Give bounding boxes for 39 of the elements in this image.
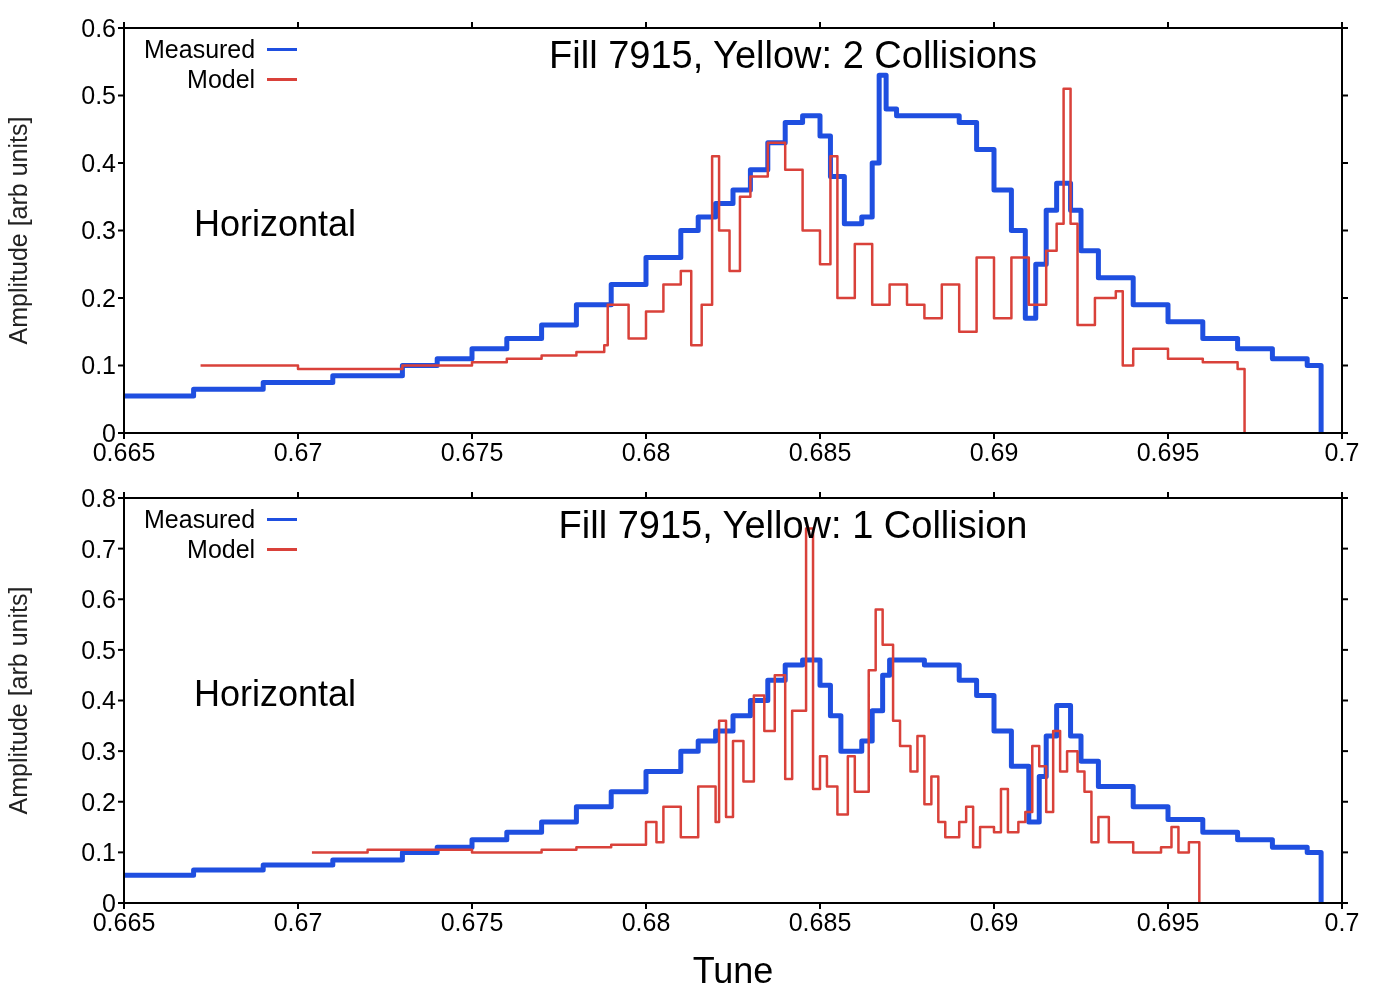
chart-title: Fill 7915, Yellow: 1 Collision — [558, 504, 1028, 546]
y-tick-label: 0.6 — [81, 13, 116, 42]
chart-title: Fill 7915, Yellow: 2 Collisions — [549, 34, 1037, 76]
y-tick-label: 0.2 — [81, 787, 116, 816]
y-tick-label: 0.3 — [81, 737, 116, 765]
legend-label: Model — [187, 64, 256, 94]
x-tick-label: 0.675 — [440, 907, 504, 936]
x-tick-label: 0.67 — [273, 907, 323, 936]
legend-label: Measured — [144, 504, 256, 534]
x-tick-label: 0.685 — [788, 437, 852, 466]
y-tick-label: 0.4 — [81, 148, 117, 177]
x-tick-label: 0.685 — [788, 907, 852, 936]
y-tick-label: 0.7 — [81, 534, 116, 563]
x-tick-label: 0.675 — [440, 437, 504, 466]
y-tick-label: 0.8 — [81, 483, 116, 512]
y-axis-title: Amplitude [arb units] — [3, 586, 32, 815]
x-tick-label: 0.69 — [969, 907, 1019, 936]
y-tick-label: 0.2 — [81, 283, 116, 312]
x-tick-label: 0.695 — [1136, 437, 1200, 466]
y-tick-label: 0.1 — [81, 838, 116, 867]
y-tick-label: 0.5 — [81, 81, 116, 110]
x-tick-label: 0.68 — [621, 907, 671, 936]
legend-label: Measured — [144, 34, 256, 64]
y-tick-label: 0.6 — [81, 585, 116, 614]
y-tick-label: 0.3 — [81, 216, 116, 245]
x-tick-label: 0.7 — [1324, 437, 1360, 466]
y-axis-title: Amplitude [arb units] — [3, 116, 32, 345]
x-tick-label: 0.69 — [969, 437, 1019, 466]
y-tick-label: 0.4 — [81, 686, 117, 715]
annotation: Horizontal — [194, 203, 357, 245]
x-axis-title: Tune — [692, 950, 774, 991]
x-tick-label: 0.68 — [621, 437, 671, 466]
annotation: Horizontal — [194, 673, 357, 715]
y-tick-label: 0.1 — [81, 351, 116, 380]
y-tick-label: 0.5 — [81, 635, 116, 664]
legend-label: Model — [187, 534, 256, 564]
x-tick-label: 0.67 — [273, 437, 323, 466]
x-tick-label: 0.695 — [1136, 907, 1200, 936]
x-tick-label: 0.7 — [1324, 907, 1360, 936]
